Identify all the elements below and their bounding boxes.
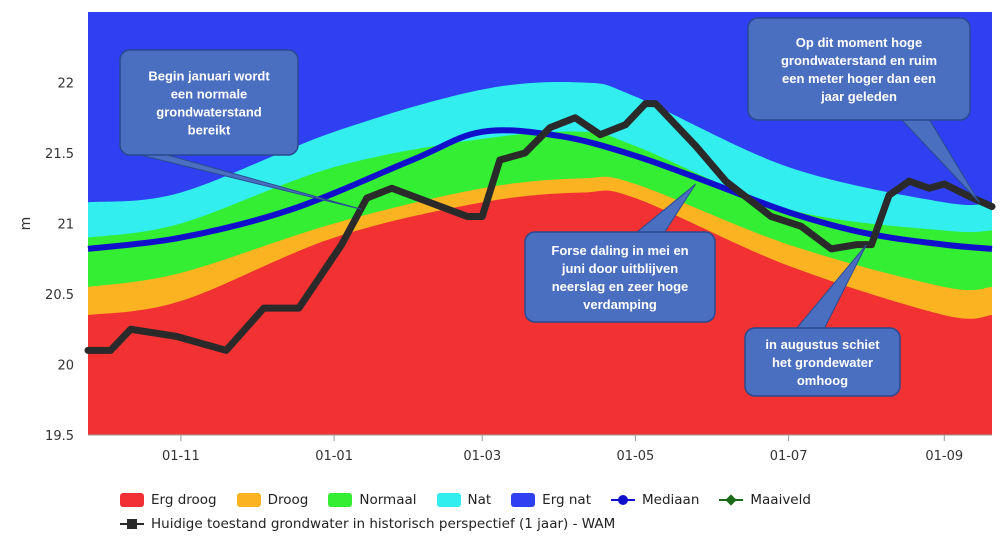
legend-item-erg-nat[interactable]: Erg nat xyxy=(511,492,591,508)
x-tick-label: 01-03 xyxy=(463,449,501,464)
legend-item-nat[interactable]: Nat xyxy=(436,492,492,508)
callout-text-line: Begin januari wordt xyxy=(148,69,270,84)
legend-label: Nat xyxy=(467,492,492,508)
callout-text-line: jaar geleden xyxy=(820,89,897,104)
x-tick-label: 01-09 xyxy=(925,449,963,464)
legend-item-normaal[interactable]: Normaal xyxy=(328,492,417,508)
annotations: Begin januari wordt een normale grondwater… xyxy=(119,17,980,397)
callout-text-line: grondwaterstand en ruim xyxy=(781,53,937,68)
legend-label: Normaal xyxy=(359,492,417,508)
series-line-wam xyxy=(84,100,996,354)
callout-text-line: in augustus schiet xyxy=(765,337,880,352)
x-tick-label: 01-01 xyxy=(315,449,353,464)
legend-item-maaiveld[interactable]: Maaiveld xyxy=(719,492,811,508)
callout-box xyxy=(744,327,901,397)
series-line-mediaan xyxy=(87,127,993,252)
legend-marker xyxy=(436,493,461,507)
y-tick-label: 20.5 xyxy=(45,288,74,303)
chart: 01-11 01-01 01-03 01-05 01-07 01-09 19.5 20 20.… xyxy=(18,12,996,464)
callout-ann2: Forse daling in mei en juni door uitblijv… xyxy=(524,183,716,323)
callout-text-line: verdamping xyxy=(583,297,657,312)
x-tick-label: 01-05 xyxy=(617,449,655,464)
legend-label: Maaiveld xyxy=(750,492,811,508)
legend-row-1: Erg droog Droog Normaal Nat Erg nat Mediaan Ma… xyxy=(120,488,880,512)
legend-item-droog[interactable]: Droog xyxy=(236,492,309,508)
callout-ann1: Begin januari wordt een normale grondwater… xyxy=(119,49,362,210)
callout-text-line: het grondewater xyxy=(772,355,873,370)
legend-label: Erg nat xyxy=(542,492,591,508)
x-tick-label: 01-11 xyxy=(162,449,200,464)
x-tick-label: 01-07 xyxy=(770,449,808,464)
callout-box xyxy=(524,231,716,323)
y-axis: 19.5 20 20.5 21 21.5 22 xyxy=(45,77,74,445)
callout-box xyxy=(119,49,299,156)
callout-text-line: een normale xyxy=(171,87,248,102)
callout-ann4: Op dit moment hoge grondwaterstand en rui… xyxy=(747,17,980,203)
callout-box xyxy=(747,17,971,121)
legend-label: Droog xyxy=(267,492,309,508)
legend-label-wam: Huidige toestand grondwater in historisc… xyxy=(151,516,616,532)
legend-item-erg-droog[interactable]: Erg droog xyxy=(120,492,217,508)
legend-marker-wam xyxy=(120,517,144,531)
legend: Erg droog Droog Normaal Nat Erg nat Mediaan Ma… xyxy=(120,488,880,536)
legend-marker xyxy=(120,493,144,507)
legend-label: Erg droog xyxy=(151,492,217,508)
series-lines xyxy=(84,100,996,354)
y-tick-label: 19.5 xyxy=(45,429,74,444)
legend-item-wam[interactable]: Huidige toestand grondwater in historisc… xyxy=(120,516,615,532)
legend-marker xyxy=(328,493,353,507)
callout-text-line: neerslag en zeer hoge xyxy=(552,279,689,294)
callout-text-line: Forse daling in mei en xyxy=(551,243,688,258)
y-axis-label: m xyxy=(18,217,34,231)
legend-label: Mediaan xyxy=(642,492,700,508)
callout-text-line: grondwaterstand xyxy=(156,105,262,120)
y-tick-label: 21.5 xyxy=(45,147,74,162)
legend-marker xyxy=(236,493,261,507)
callout-text-line: Op dit moment hoge xyxy=(796,35,922,50)
callout-text-line: bereikt xyxy=(188,123,231,138)
callout-text-line: een meter hoger dan een xyxy=(782,71,936,86)
callout-text-line: juni door uitblijven xyxy=(561,261,678,276)
legend-marker xyxy=(511,493,536,507)
legend-marker xyxy=(719,493,744,507)
y-tick-label: 22 xyxy=(57,77,74,92)
y-tick-label: 20 xyxy=(57,359,74,374)
legend-row-2: Huidige toestand grondwater in historisc… xyxy=(120,512,880,536)
x-axis: 01-11 01-01 01-03 01-05 01-07 01-09 xyxy=(88,434,992,464)
legend-marker xyxy=(611,493,635,507)
y-tick-label: 21 xyxy=(57,218,74,233)
callout-ann3: in augustus schiet het grondewater omhoog xyxy=(744,244,901,397)
legend-item-mediaan[interactable]: Mediaan xyxy=(611,492,699,508)
callout-text-line: omhoog xyxy=(797,373,848,388)
